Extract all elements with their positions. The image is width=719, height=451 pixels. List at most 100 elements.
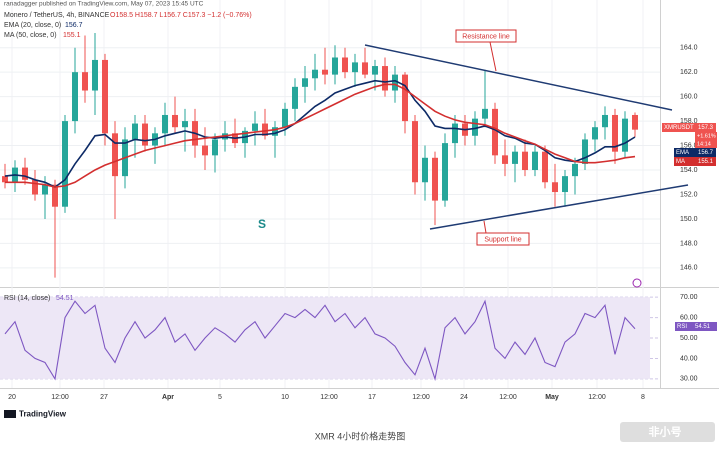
candle-body — [472, 118, 478, 136]
candle-body — [512, 151, 518, 164]
candle-body — [62, 121, 68, 207]
candle-body — [312, 69, 318, 79]
candle-body — [302, 78, 308, 87]
rsi-band — [0, 297, 650, 379]
y-tick-label: 60.00 — [680, 314, 698, 321]
candle-body — [162, 114, 168, 134]
candle-body — [532, 151, 538, 171]
rsi-legend: RSI (14, close) — [4, 295, 50, 302]
rsi-tag-name: RSI — [677, 324, 687, 330]
candle-body — [412, 121, 418, 183]
support-label: Support line — [484, 236, 521, 243]
candle-body — [82, 72, 88, 91]
logo-text: TradingView — [19, 410, 67, 419]
candle-body — [502, 155, 508, 164]
series-line — [4, 79, 636, 189]
caption: XMR 4小时价格走势图 — [315, 430, 406, 441]
candle-body — [292, 86, 298, 109]
rsi-tag-value: 54.51 — [695, 324, 711, 330]
series-line — [4, 299, 636, 382]
candle-body — [102, 59, 108, 134]
ma-legend: MA (50, close, 0) — [4, 32, 57, 39]
candle-body — [582, 139, 588, 164]
candle-body — [622, 118, 628, 152]
x-tick-label: 12:00 — [51, 394, 69, 401]
y-tick-label: 70.00 — [680, 294, 698, 301]
watermark-bg — [620, 422, 715, 442]
x-tick-label: 24 — [460, 394, 468, 401]
rsi-legend-value: 54.51 — [56, 295, 74, 302]
candle-body — [432, 157, 438, 201]
y-tick-label: 146.0 — [680, 265, 698, 272]
last-tag-value: 157.3 — [698, 125, 714, 131]
candle-body — [362, 62, 368, 75]
pattern-label: S — [258, 217, 266, 231]
x-tick-label: 10 — [281, 394, 289, 401]
candle-body — [262, 123, 268, 136]
y-tick-label: 150.0 — [680, 216, 698, 223]
x-tick-label: 12:00 — [588, 394, 606, 401]
candle-body — [572, 163, 578, 177]
support-connector — [483, 220, 487, 234]
candle-body — [252, 123, 258, 131]
ema-legend-value: 156.7 — [65, 22, 83, 29]
symbol: Monero / TetherUS, 4h, BINANCE — [4, 12, 110, 19]
symbol-tag-name: XMRUSDT — [664, 125, 694, 131]
logo-mark — [4, 410, 16, 418]
candle-body — [172, 114, 178, 128]
candle-body — [342, 57, 348, 73]
support-trendline — [429, 184, 689, 230]
candle-body — [202, 145, 208, 156]
countdown: 14:14 — [697, 141, 711, 147]
rsi-tag — [675, 322, 717, 331]
candle-body — [402, 74, 408, 122]
x-tick-label: Apr — [162, 394, 174, 401]
symbol-tag — [662, 123, 696, 132]
candle-body — [52, 184, 58, 207]
candle-body — [602, 114, 608, 128]
candle-body — [32, 179, 38, 195]
y-tick-label: 164.0 — [680, 45, 698, 52]
series-line — [5, 83, 636, 188]
support-box — [476, 232, 530, 246]
resistance-box — [455, 29, 517, 43]
change-value: +1.61% — [697, 133, 716, 139]
candle-body — [112, 133, 118, 177]
y-tick-label: 160.0 — [680, 93, 698, 100]
ma-legend-value: 155.1 — [63, 32, 81, 39]
candle-body — [332, 57, 338, 75]
ema-tag-box — [696, 148, 716, 157]
ma-tag-value: 155.1 — [698, 159, 714, 165]
y-tick-label: 30.00 — [680, 376, 698, 383]
candle-body — [542, 151, 548, 183]
ma-tag — [674, 157, 716, 166]
candle-body — [552, 182, 558, 193]
y-tick-label: 50.00 — [680, 335, 698, 342]
y-tick-label: 148.0 — [680, 240, 698, 247]
publisher: ranadagger published on TradingView.com,… — [4, 1, 204, 8]
y-tick-label: 40.00 — [680, 355, 698, 362]
candle-body — [482, 108, 488, 119]
candle-body — [562, 176, 568, 193]
watermark: 非小号 — [649, 424, 682, 438]
candle-body — [382, 66, 388, 91]
x-tick-label: 17 — [368, 394, 376, 401]
candle-body — [272, 127, 278, 136]
x-tick-label: 12:00 — [499, 394, 517, 401]
plot: 146.0 148.0 150.0 152.0 154.0 156.0 158.0 160.0… — [0, 0, 698, 401]
candle-body — [72, 72, 78, 122]
candle-body — [372, 66, 378, 75]
ema-tag-name: EMA — [676, 150, 689, 156]
ema-legend: EMA (20, close, 0) — [4, 22, 61, 29]
y-tick-label: 156.0 — [680, 142, 698, 149]
candle-body — [132, 123, 138, 140]
candle-body — [322, 69, 328, 75]
candle-body — [352, 62, 358, 73]
ema-tag-value: 156.7 — [698, 150, 714, 156]
ma-tag-name: MA — [676, 159, 685, 165]
candle-body — [422, 157, 428, 183]
candle-body — [492, 108, 498, 156]
y-tick-label: 162.0 — [680, 69, 698, 76]
candle-body — [282, 108, 288, 128]
